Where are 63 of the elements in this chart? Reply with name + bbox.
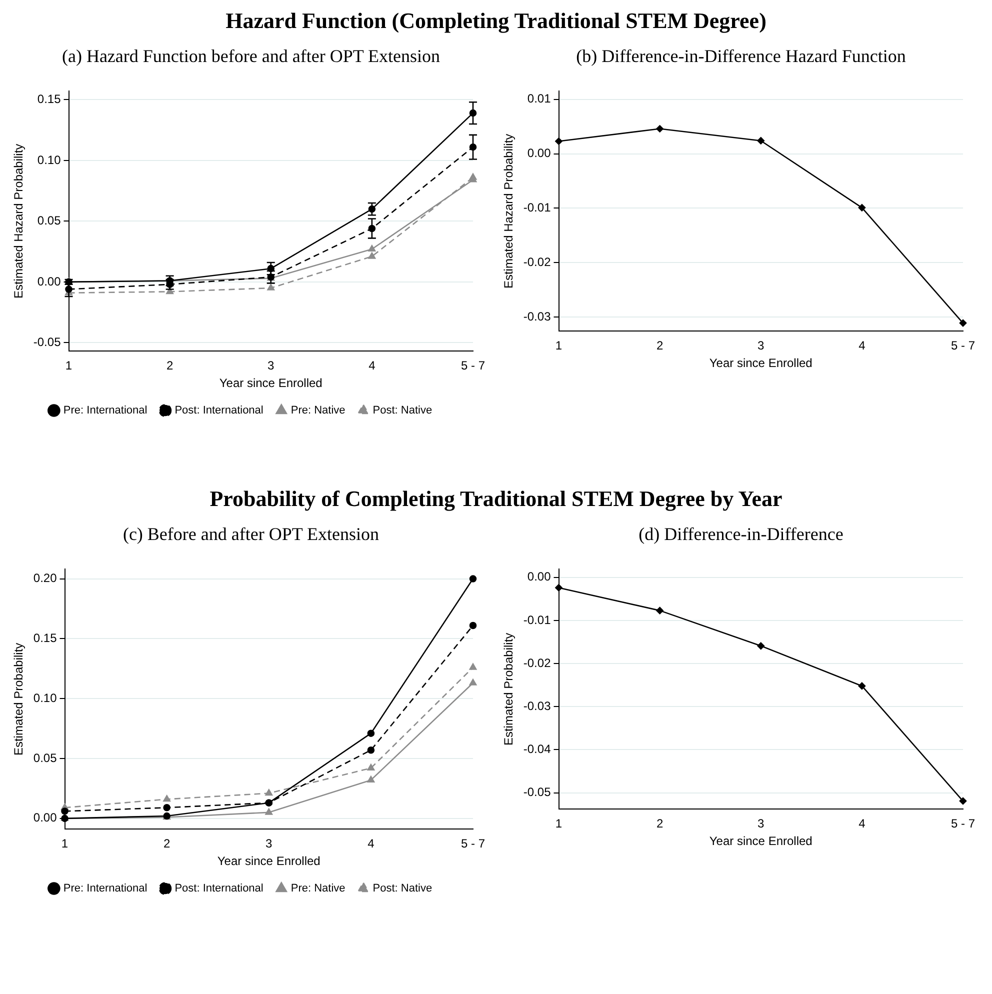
x-tick-label: 5 - 7 <box>460 358 486 373</box>
x-tick-label: 5 - 7 <box>950 816 976 831</box>
y-tick-label: 0.05 <box>37 214 62 228</box>
x-tick-label: 4 <box>858 816 866 831</box>
y-tick-label: 0.15 <box>37 92 62 106</box>
legend-label: Pre: International <box>63 404 148 417</box>
legend-label: Post: Native <box>372 404 432 417</box>
y-tick-label: -0.01 <box>523 612 552 627</box>
y-tick-label: 0.00 <box>527 146 552 160</box>
x-tick-label: 2 <box>163 836 170 851</box>
y-tick-label: -0.02 <box>523 254 552 269</box>
x-axis-title: Year since Enrolled <box>219 376 322 390</box>
chart-title: Probability of Completing Traditional STEM Degree by Year <box>208 486 784 512</box>
legend-label: Post: Native <box>372 882 432 895</box>
y-axis-title: Estimated Hazard Probability <box>502 134 516 289</box>
chart-subtitle: (d) Difference-in-Difference <box>638 524 844 545</box>
x-tick-label: 1 <box>65 358 72 373</box>
y-tick-label: -0.04 <box>523 742 552 756</box>
x-tick-label: 2 <box>656 338 664 353</box>
y-tick-label: 0.00 <box>527 570 552 584</box>
y-tick-label: 0.10 <box>37 152 62 167</box>
x-tick-label: 3 <box>266 836 273 851</box>
y-tick-label: -0.03 <box>523 698 552 713</box>
x-tick-label: 1 <box>61 836 68 851</box>
legend-label: Pre: Native <box>290 882 346 895</box>
x-tick-label: 4 <box>368 358 376 373</box>
chart-subtitle: (a) Hazard Function before and after OPT Extension <box>60 46 442 67</box>
chart-subtitle: (b) Difference-in-Difference Hazard Function <box>575 46 907 67</box>
y-tick-label: -0.05 <box>523 785 552 800</box>
x-tick-label: 2 <box>166 358 174 373</box>
y-tick-label: -0.05 <box>33 335 62 350</box>
legend-label: Post: International <box>174 882 264 895</box>
y-axis-title: Estimated Probability <box>12 642 26 756</box>
y-axis-title: Estimated Probability <box>502 632 516 746</box>
x-tick-label: 5 - 7 <box>950 338 976 353</box>
y-axis-title: Estimated Hazard Probability <box>12 144 26 299</box>
y-tick-label: 0.20 <box>33 571 58 586</box>
y-tick-label: 0.01 <box>527 92 552 106</box>
x-axis-title: Year since Enrolled <box>709 834 812 848</box>
y-tick-label: 0.00 <box>33 810 58 825</box>
x-tick-label: 3 <box>268 358 275 373</box>
x-tick-label: 1 <box>555 338 562 353</box>
legend-label: Post: International <box>174 404 264 417</box>
x-tick-label: 4 <box>858 338 866 353</box>
y-tick-label: 0.00 <box>37 274 62 288</box>
legend-label: Pre: International <box>63 882 148 895</box>
x-tick-label: 1 <box>555 816 562 831</box>
x-axis-title: Year since Enrolled <box>709 356 812 370</box>
x-tick-label: 3 <box>758 338 765 353</box>
y-tick-label: -0.02 <box>523 656 552 670</box>
x-tick-label: 4 <box>368 836 375 851</box>
chart-title: Hazard Function (Completing Traditional STEM Degree) <box>224 8 768 34</box>
x-tick-label: 5 - 7 <box>460 836 486 851</box>
y-tick-label: 0.15 <box>33 631 58 646</box>
y-tick-label: -0.01 <box>523 200 552 215</box>
x-tick-label: 2 <box>656 816 664 831</box>
y-tick-label: 0.10 <box>33 690 58 705</box>
legend-label: Pre: Native <box>290 404 346 417</box>
x-tick-label: 3 <box>758 816 765 831</box>
x-axis-title: Year since Enrolled <box>217 854 320 868</box>
chart-subtitle: (c) Before and after OPT Extension <box>122 524 380 545</box>
y-tick-label: -0.03 <box>523 309 552 324</box>
y-tick-label: 0.05 <box>33 750 58 765</box>
